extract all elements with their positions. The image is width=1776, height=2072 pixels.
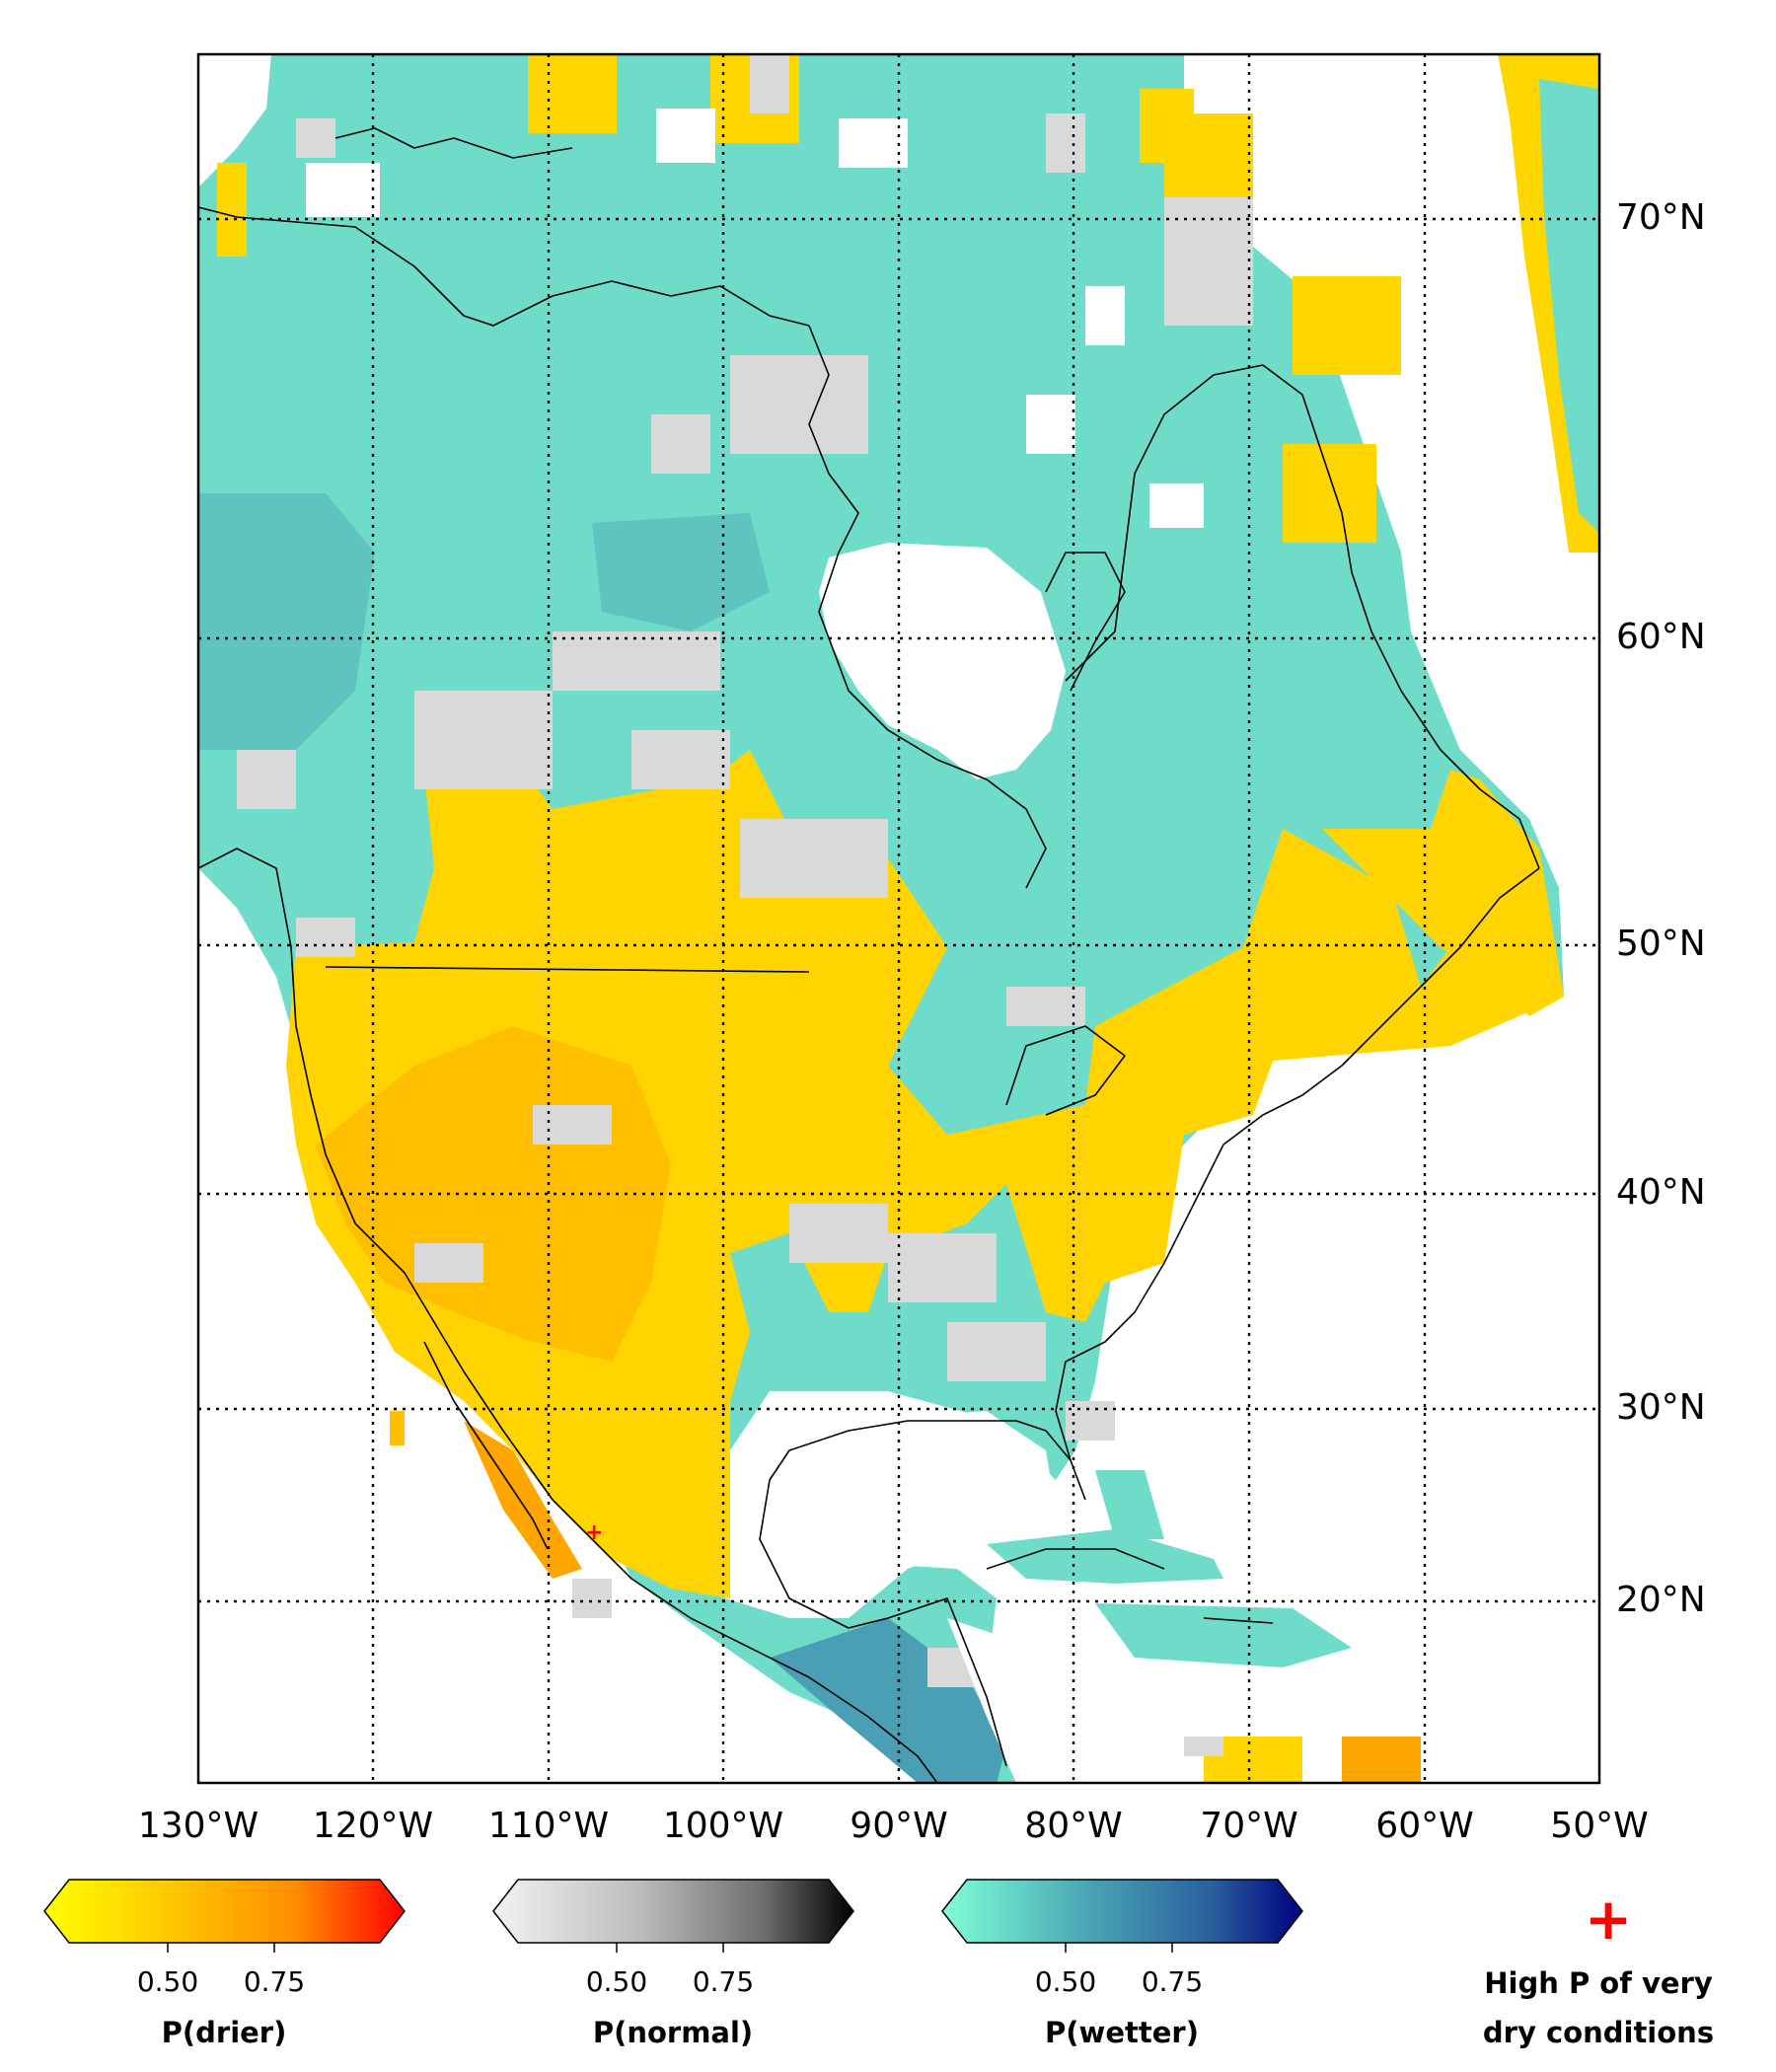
colorbar-drier: 0.50 0.75 P(drier) (43, 1879, 406, 2049)
marker-label-line2: dry conditions (1483, 2016, 1714, 2049)
wetter-dark-patch (198, 493, 375, 750)
hudson-bay (819, 543, 1066, 779)
drier-alaska (217, 163, 247, 257)
map-panel: + (198, 54, 1599, 1783)
drier-baffin-2 (1293, 276, 1401, 375)
longitude-labels: 130°W 120°W 110°W 100°W 90°W 80°W 70°W 6… (138, 1806, 1649, 1846)
colorbar-tick: 0.75 (1142, 1965, 1203, 1998)
colorbar-normal: 0.50 0.75 P(normal) (492, 1879, 854, 2049)
wetter-dark-patch-central-america (770, 1618, 1006, 1783)
drier-island (390, 1411, 405, 1445)
lon-label: 80°W (1024, 1806, 1122, 1846)
marker-legend: + High P of very dry conditions (1483, 1886, 1714, 2049)
red-plus-icon: + (1585, 1886, 1633, 1953)
nodata-3 (1149, 483, 1204, 528)
lat-label: 30°N (1616, 1387, 1706, 1428)
pacific-north (198, 54, 271, 168)
lon-label: 110°W (488, 1806, 609, 1846)
normal-patches (237, 54, 1253, 1756)
lon-label: 120°W (313, 1806, 433, 1846)
lon-label: 50°W (1550, 1806, 1648, 1846)
colorbar-tick: 0.50 (1035, 1965, 1096, 1998)
colorbar-title: P(wetter) (1045, 2016, 1199, 2049)
lat-label: 60°N (1616, 617, 1706, 657)
colorbar-title: P(normal) (593, 2016, 753, 2049)
latitude-labels: 70°N 60°N 50°N 40°N 30°N 20°N (1616, 197, 1706, 1620)
greenland-teal (1539, 79, 1599, 533)
bahamas (1095, 1470, 1164, 1539)
nodata-5 (656, 109, 715, 163)
drier-region (286, 750, 1564, 1598)
lon-label: 130°W (138, 1806, 259, 1846)
nodata-6 (839, 118, 908, 168)
drier-south-2 (1342, 1737, 1421, 1783)
dry-marker: + (585, 1520, 603, 1545)
wetter-dark-patch-2 (592, 513, 770, 631)
colorbar-tick: 0.75 (693, 1965, 754, 1998)
gulf-of-mexico (750, 1411, 1056, 1618)
drier-arctic-1 (528, 54, 617, 133)
lon-label: 60°W (1375, 1806, 1473, 1846)
drier-baffin (1164, 113, 1253, 202)
drier-baffin-3 (1283, 444, 1376, 543)
lat-label: 40°N (1616, 1172, 1706, 1213)
caribbean-islands-2 (1095, 1603, 1352, 1667)
graticule (198, 54, 1599, 1783)
lat-label: 50°N (1616, 924, 1706, 964)
coastlines (198, 127, 1540, 1783)
caribbean-sea (947, 1618, 1401, 1783)
colorbar-tick: 0.50 (137, 1965, 198, 1998)
lon-label: 70°W (1200, 1806, 1297, 1846)
marker-label-line1: High P of very (1484, 1966, 1713, 2000)
lat-label: 20°N (1616, 1580, 1706, 1620)
colorbar-tick: 0.75 (244, 1965, 305, 1998)
lon-label: 100°W (663, 1806, 783, 1846)
nodata-4 (306, 163, 380, 217)
nodata-2 (1026, 395, 1075, 454)
colorbar-title: P(drier) (162, 2016, 287, 2049)
caribbean-islands (987, 1529, 1223, 1584)
lat-label: 70°N (1616, 197, 1706, 238)
drier-labrador (1322, 770, 1564, 1016)
nodata-1 (1085, 286, 1125, 345)
colorbar-wetter: 0.50 0.75 P(wetter) (941, 1879, 1303, 2049)
map-frame (196, 52, 1601, 1785)
lon-label: 90°W (850, 1806, 947, 1846)
colorbar-tick: 0.50 (586, 1965, 647, 1998)
